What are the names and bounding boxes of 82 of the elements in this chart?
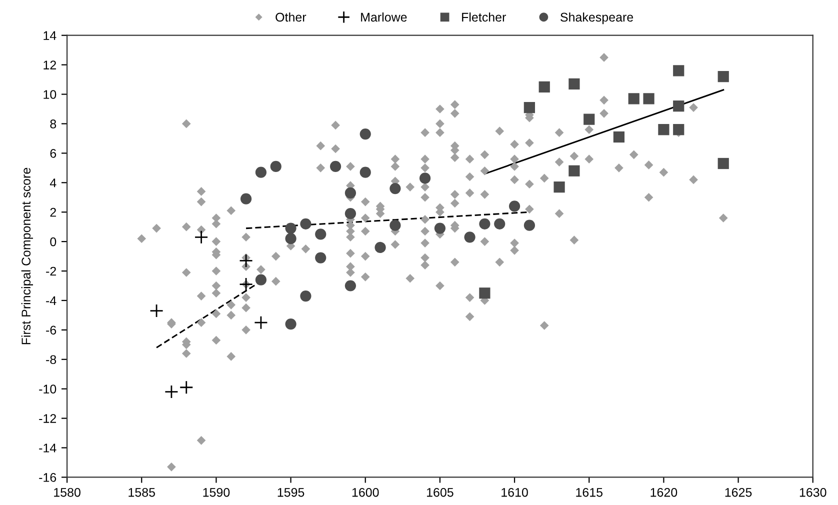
x-tick-label: 1580 — [54, 488, 80, 497]
point — [658, 124, 670, 136]
point — [285, 222, 296, 234]
y-tick-label: 12 — [44, 60, 56, 70]
point — [613, 131, 625, 143]
point — [390, 182, 401, 194]
legend-label: Shakespeare — [560, 12, 634, 24]
point — [285, 233, 296, 244]
point — [239, 254, 253, 268]
x-tick-label: 1595 — [278, 488, 304, 497]
point — [673, 100, 684, 112]
point — [194, 230, 208, 244]
point — [360, 128, 371, 140]
point — [628, 93, 640, 104]
point — [718, 71, 729, 82]
point — [239, 277, 253, 292]
x-tick-label: 1585 — [128, 488, 156, 497]
y-tick-label: -14 — [39, 444, 56, 452]
legend-label: Other — [276, 12, 306, 22]
point — [673, 65, 684, 76]
y-tick-label: -10 — [39, 384, 56, 394]
point — [508, 200, 520, 212]
y-tick-label: 0 — [50, 237, 56, 246]
point — [255, 274, 267, 286]
x-tick-label: 1620 — [650, 488, 678, 497]
y-tick-label: 2 — [50, 208, 56, 217]
y-tick-label: 6 — [50, 148, 56, 158]
x-tick-label: 1600 — [352, 488, 379, 497]
legend-label: Marlowe — [361, 12, 407, 22]
x-tick-label: 1615 — [576, 488, 602, 497]
point — [285, 318, 296, 330]
point — [344, 208, 356, 220]
point — [315, 228, 326, 240]
point — [360, 166, 371, 178]
point — [479, 288, 490, 299]
point — [673, 124, 684, 136]
point — [255, 166, 267, 178]
y-tick-label: 10 — [44, 90, 56, 99]
point — [300, 218, 312, 230]
point — [568, 165, 580, 176]
y-tick-label: 8 — [50, 120, 56, 128]
point — [568, 78, 580, 90]
y-tick-label: -2 — [46, 266, 56, 276]
point — [464, 232, 476, 243]
point — [524, 220, 536, 231]
point — [164, 384, 178, 399]
point — [330, 160, 342, 172]
point — [254, 316, 268, 330]
legend-label: Fletcher — [462, 12, 506, 22]
point — [718, 158, 729, 170]
y-tick-label: 4 — [50, 178, 56, 188]
y-axis-title: First Principal Component score — [21, 168, 34, 344]
point — [179, 380, 194, 394]
point — [554, 182, 565, 193]
point — [479, 218, 490, 230]
y-tick-label: -6 — [46, 326, 56, 335]
y-tick-label: -12 — [39, 414, 56, 423]
point — [300, 290, 312, 302]
point — [270, 160, 282, 172]
point — [240, 193, 252, 204]
point — [584, 114, 595, 125]
point — [524, 102, 536, 114]
point — [390, 220, 401, 231]
point — [150, 304, 164, 318]
y-tick-label: -8 — [46, 355, 56, 364]
x-tick-label: 1590 — [203, 488, 230, 497]
point — [494, 218, 506, 230]
point — [434, 222, 446, 234]
point — [538, 81, 550, 92]
point — [643, 93, 654, 104]
x-tick-label: 1625 — [725, 488, 752, 497]
point — [344, 187, 356, 199]
y-tick-label: -4 — [46, 296, 56, 306]
point — [315, 252, 326, 264]
x-tick-label: 1630 — [800, 488, 826, 497]
point — [419, 172, 431, 184]
y-tick-label: -16 — [39, 473, 56, 482]
x-tick-label: 1605 — [427, 488, 454, 497]
x-tick-label: 1610 — [502, 488, 528, 497]
y-tick-label: 14 — [44, 31, 56, 40]
point — [344, 280, 356, 292]
point — [374, 242, 386, 254]
